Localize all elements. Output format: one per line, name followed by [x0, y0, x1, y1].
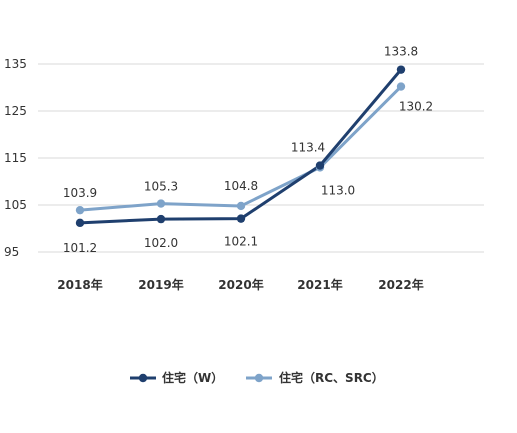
data-label: 130.2 [399, 100, 433, 114]
data-point-w-0 [75, 218, 85, 228]
y-tick-label: 125 [4, 104, 27, 118]
data-label: 105.3 [144, 180, 178, 194]
series-line-w [78, 68, 403, 225]
data-label: 102.0 [144, 236, 178, 250]
legend-label-rc-src: 住宅（RC、SRC） [279, 370, 384, 385]
x-tick-label: 2018年 [57, 277, 102, 292]
data-point-rc-src-2 [236, 201, 246, 211]
data-label: 104.8 [224, 179, 258, 193]
y-axis-ticks: 95 105 115 125 135 [4, 57, 27, 259]
data-label: 113.4 [291, 141, 325, 155]
y-tick-label: 95 [4, 245, 19, 259]
x-tick-label: 2022年 [378, 277, 423, 292]
gridlines [38, 63, 484, 253]
legend: 住宅（W） 住宅（RC、SRC） [130, 370, 384, 385]
legend-label-w: 住宅（W） [162, 370, 223, 385]
data-point-w-3 [315, 161, 325, 170]
data-point-w-4 [396, 65, 406, 74]
y-tick-label: 135 [4, 57, 27, 71]
x-tick-label: 2019年 [138, 277, 183, 292]
x-axis-ticks: 2018年 2019年 2020年 2021年 2022年 [57, 277, 423, 292]
legend-marker-w [138, 373, 148, 383]
y-tick-label: 105 [4, 198, 27, 212]
x-tick-label: 2020年 [218, 277, 263, 292]
legend-marker-rc-src [254, 373, 264, 383]
data-label: 113.0 [321, 183, 355, 197]
x-tick-label: 2021年 [297, 277, 342, 292]
data-label: 133.8 [384, 45, 418, 59]
data-labels: 101.2 102.0 102.1 113.4 133.8 103.9 105.3 104.8… [63, 45, 433, 255]
data-point-w-1 [156, 214, 166, 224]
data-label: 102.1 [224, 235, 258, 249]
series-points [75, 65, 406, 228]
y-tick-label: 115 [4, 151, 27, 165]
data-label: 103.9 [63, 186, 97, 200]
data-point-rc-src-0 [75, 205, 85, 215]
data-label: 101.2 [63, 241, 97, 255]
data-point-rc-src-4 [396, 82, 406, 91]
series-lines [78, 68, 403, 225]
data-point-w-2 [236, 214, 246, 223]
data-point-rc-src-1 [156, 199, 166, 208]
